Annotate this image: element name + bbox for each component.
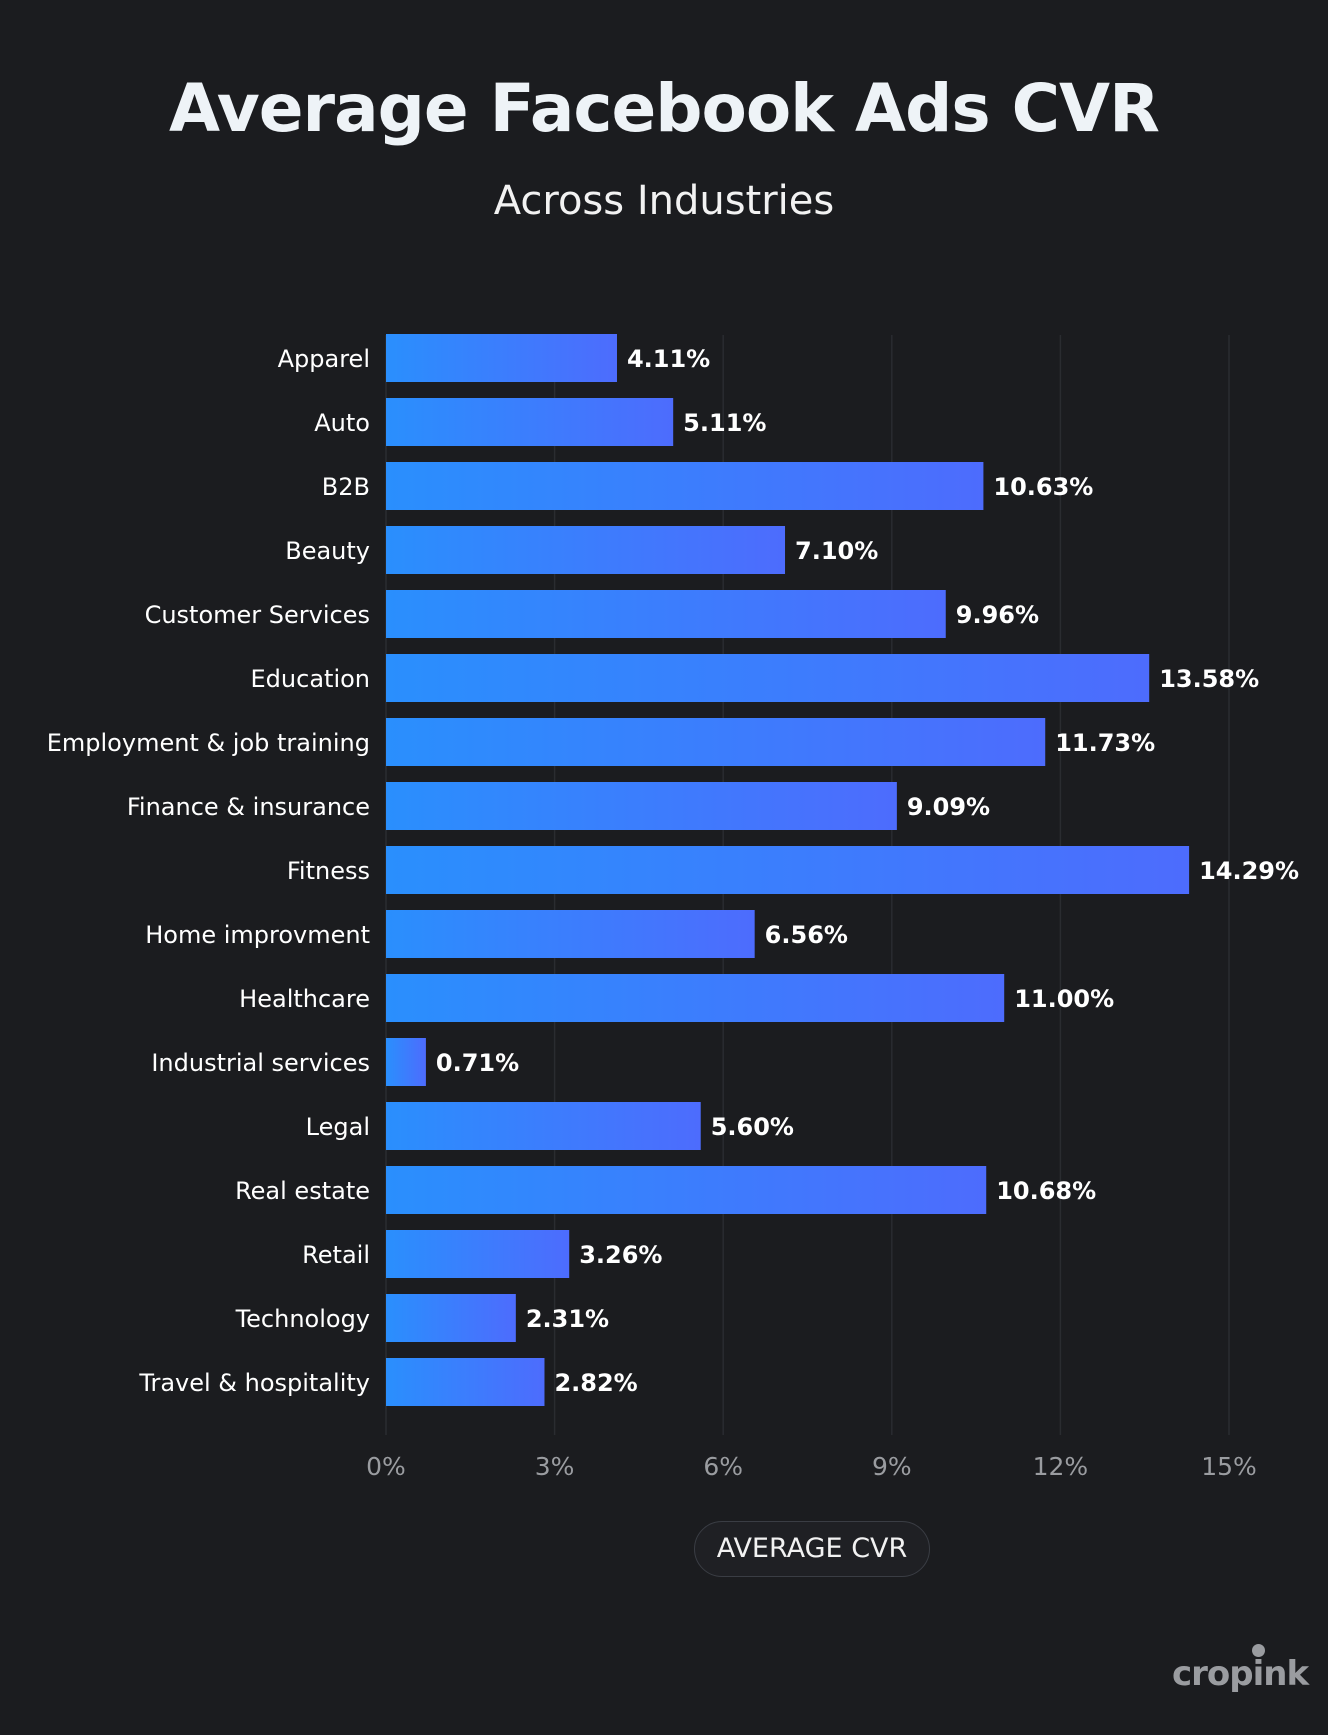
value-label: 6.56% bbox=[765, 921, 848, 949]
value-label: 14.29% bbox=[1199, 857, 1299, 885]
x-tick-label: 15% bbox=[1201, 1452, 1257, 1481]
bar bbox=[386, 1166, 987, 1214]
labels: Apparel 4.11% Auto 5.11% B2B 10.63% Beauty 7.10… bbox=[47, 345, 1299, 1397]
bar bbox=[386, 1038, 426, 1086]
bar bbox=[386, 334, 617, 382]
bars bbox=[386, 334, 1190, 1406]
category-label: Technology bbox=[235, 1305, 370, 1333]
value-label: 2.31% bbox=[526, 1305, 609, 1333]
logo-dot-icon bbox=[1252, 1644, 1265, 1657]
value-label: 10.63% bbox=[993, 473, 1093, 501]
bar bbox=[386, 1102, 701, 1150]
bar bbox=[386, 974, 1005, 1022]
bar bbox=[386, 654, 1150, 702]
x-tick-label: 6% bbox=[703, 1452, 743, 1481]
bar bbox=[386, 526, 786, 574]
logo-text: cropink bbox=[1172, 1654, 1309, 1694]
value-label: 0.71% bbox=[436, 1049, 519, 1077]
category-label: Beauty bbox=[285, 537, 370, 565]
category-label: Healthcare bbox=[239, 985, 370, 1013]
category-label: Industrial services bbox=[151, 1049, 370, 1077]
chart-title: Average Facebook Ads CVR bbox=[169, 70, 1160, 147]
value-label: 3.26% bbox=[579, 1241, 662, 1269]
value-label: 7.10% bbox=[795, 537, 878, 565]
bar bbox=[386, 1294, 516, 1342]
x-axis-ticks: 0% 3% 6% 9% 12% 15% bbox=[366, 1452, 1257, 1481]
value-label: 5.11% bbox=[683, 409, 766, 437]
value-label: 9.96% bbox=[956, 601, 1039, 629]
x-tick-label: 0% bbox=[366, 1452, 406, 1481]
category-label: Real estate bbox=[235, 1177, 370, 1205]
x-tick-label: 9% bbox=[872, 1452, 912, 1481]
category-label: Legal bbox=[306, 1113, 370, 1141]
value-label: 2.82% bbox=[554, 1369, 637, 1397]
value-label: 9.09% bbox=[907, 793, 990, 821]
category-label: Fitness bbox=[287, 857, 370, 885]
legend-average-cvr: AVERAGE CVR bbox=[694, 1521, 930, 1577]
bar bbox=[386, 846, 1190, 894]
value-label: 5.60% bbox=[711, 1113, 794, 1141]
category-label: Retail bbox=[302, 1241, 370, 1269]
category-label: Apparel bbox=[278, 345, 370, 373]
category-label: Customer Services bbox=[145, 601, 370, 629]
value-label: 4.11% bbox=[627, 345, 710, 373]
value-label: 11.00% bbox=[1014, 985, 1114, 1013]
bar bbox=[386, 718, 1046, 766]
bar bbox=[386, 398, 674, 446]
bar bbox=[386, 782, 897, 830]
category-label: Employment & job training bbox=[47, 729, 370, 757]
x-tick-label: 3% bbox=[535, 1452, 575, 1481]
category-label: Travel & hospitality bbox=[138, 1369, 370, 1397]
category-label: B2B bbox=[322, 473, 370, 501]
value-label: 11.73% bbox=[1055, 729, 1155, 757]
category-label: Home improvment bbox=[145, 921, 370, 949]
bar bbox=[386, 1358, 545, 1406]
x-tick-label: 12% bbox=[1033, 1452, 1089, 1481]
cropink-logo: cropink bbox=[1168, 1644, 1309, 1700]
category-label: Finance & insurance bbox=[127, 793, 370, 821]
bar bbox=[386, 1230, 570, 1278]
category-label: Auto bbox=[314, 409, 370, 437]
bar bbox=[386, 910, 755, 958]
value-label: 10.68% bbox=[996, 1177, 1096, 1205]
category-label: Education bbox=[251, 665, 370, 693]
bar bbox=[386, 590, 946, 638]
bar bbox=[386, 462, 984, 510]
chart-subtitle: Across Industries bbox=[493, 178, 835, 224]
value-label: 13.58% bbox=[1159, 665, 1259, 693]
